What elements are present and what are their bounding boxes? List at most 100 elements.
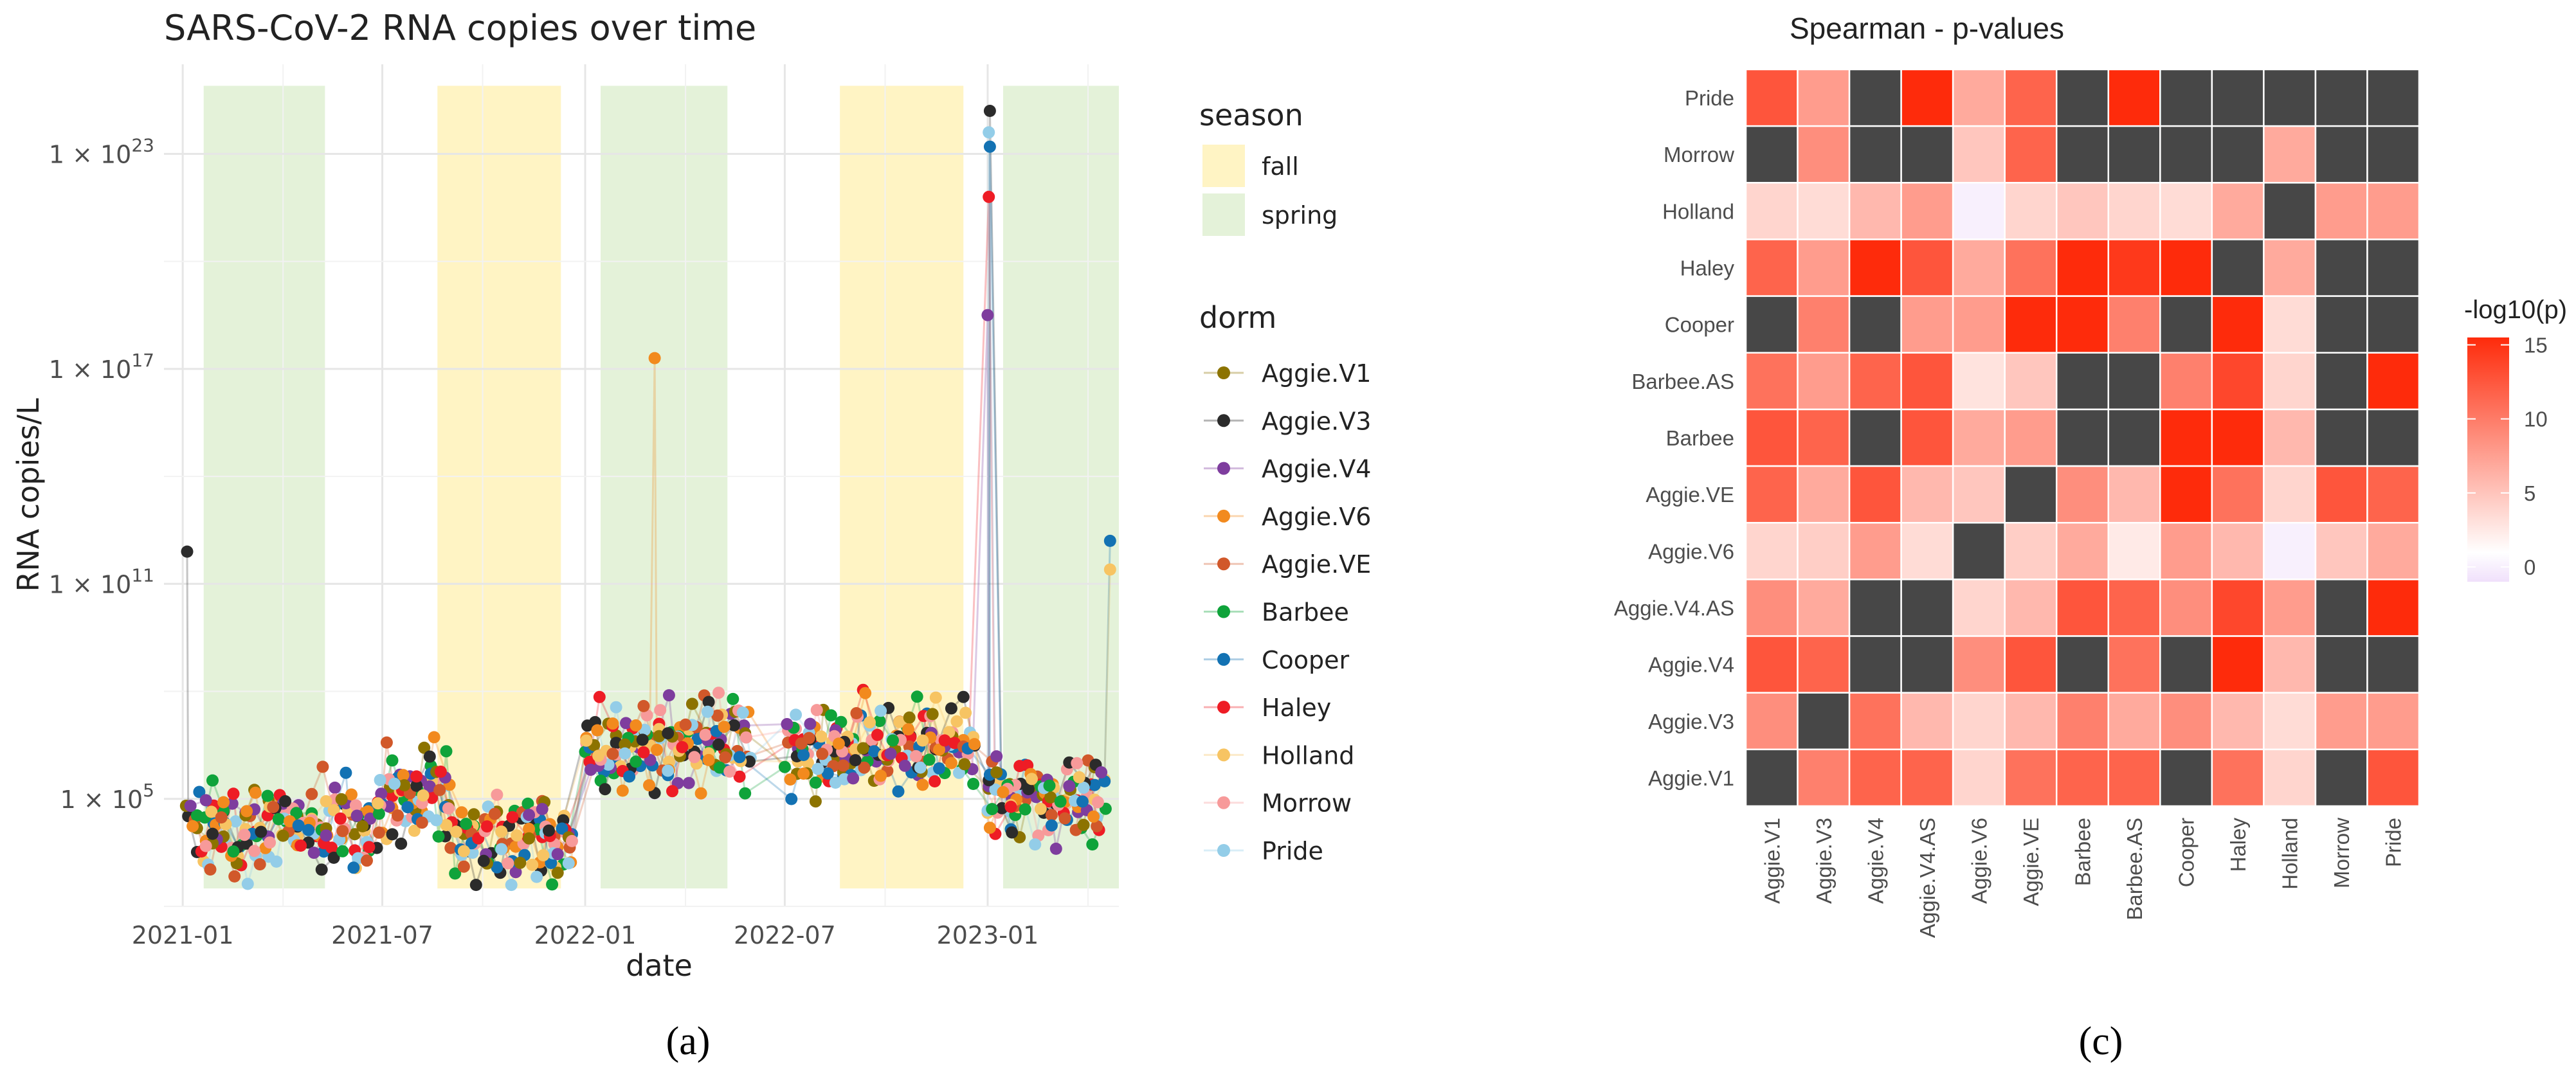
point-aggie-v4 — [329, 781, 341, 794]
point-pride — [875, 705, 887, 717]
heatmap-cell — [2055, 352, 2110, 411]
heatmap-cell — [2159, 238, 2213, 297]
heatmap-cell — [2004, 125, 2058, 184]
heatmap-cell — [2263, 125, 2317, 184]
point-barbee — [824, 709, 837, 722]
heatmap-cell — [2107, 692, 2161, 751]
heatmap-cell — [1952, 748, 2006, 807]
heatmap-cell — [2314, 68, 2368, 127]
row-label: Aggie.VE — [1646, 483, 1734, 507]
point-barbee — [1043, 779, 1056, 792]
heatmap-cell — [1848, 238, 1902, 297]
heatmap-cell — [2366, 125, 2420, 184]
heatmap-cell — [2107, 68, 2161, 127]
heatmap-cell — [2211, 295, 2265, 354]
point-aggie-v4 — [523, 809, 536, 822]
dorm-legend-title: dorm — [1199, 300, 1276, 335]
dorm-key-label: Aggie.V6 — [1262, 503, 1371, 531]
heatmap-cell — [1848, 408, 1902, 467]
heatmap-cell — [2211, 465, 2265, 524]
point-aggie-v4 — [199, 794, 212, 807]
heatmap-cell — [2211, 408, 2265, 467]
heatmap-cell — [2055, 579, 2110, 637]
heatmap-cell — [2159, 182, 2213, 240]
heatmap-cell — [1900, 465, 1954, 524]
heatmap-cell — [2004, 465, 2058, 524]
dorm-key-dot-cooper — [1217, 652, 1230, 666]
heatmap-cell — [2314, 408, 2368, 467]
point-aggie-v6 — [875, 769, 887, 782]
heatmap-cell — [1745, 521, 1799, 580]
point-aggie-v6 — [784, 773, 797, 786]
heatmap-cell — [2107, 125, 2161, 184]
point-morrow — [699, 728, 712, 741]
point-aggie-v3 — [255, 825, 268, 838]
point-aggie-ve — [372, 826, 385, 839]
point-aggie-v4 — [536, 803, 549, 816]
heatmap-cell — [2314, 352, 2368, 411]
point-aggie-v3 — [315, 863, 328, 876]
point-pride — [790, 708, 803, 721]
point-aggie-ve — [711, 709, 724, 722]
point-aggie-v3 — [702, 696, 715, 708]
column-label: Aggie.V3 — [1812, 818, 1836, 904]
heatmap-cell — [1848, 295, 1902, 354]
point-aggie-v1 — [349, 828, 361, 841]
point-pride — [812, 762, 824, 775]
heatmap-cell — [2314, 748, 2368, 807]
heatmap-cell — [2211, 521, 2265, 580]
heatmap-cell — [1745, 352, 1799, 411]
column-label: Barbee — [2071, 818, 2095, 886]
point-aggie-v3 — [728, 719, 740, 732]
point-morrow — [688, 751, 701, 764]
dorm-key-label: Aggie.V4 — [1262, 455, 1371, 483]
point-barbee — [372, 807, 385, 820]
heatmap-cell — [2314, 295, 2368, 354]
heatmap-cell — [1848, 68, 1902, 127]
point-cooper — [1103, 534, 1116, 547]
point-aggie-v3 — [983, 105, 996, 117]
dorm-key-label: Cooper — [1262, 646, 1350, 674]
dorm-key-dot-holland — [1217, 748, 1230, 762]
column-label: Aggie.V4 — [1864, 818, 1887, 904]
point-barbee — [923, 753, 936, 766]
point-morrow — [442, 802, 455, 815]
point-aggie-v6 — [945, 757, 957, 769]
point-haley — [929, 775, 941, 787]
dorm-key-label: Haley — [1262, 694, 1331, 722]
heatmap-cell — [1900, 748, 1954, 807]
heatmap-cell — [1745, 635, 1799, 694]
heatmap-cell — [1797, 465, 1851, 524]
dorm-key-dot-haley — [1217, 701, 1230, 714]
y-tick-exponent: 17 — [131, 350, 154, 371]
heatmap-cell — [2366, 521, 2420, 580]
point-aggie-v1 — [958, 758, 971, 771]
point-barbee — [546, 878, 559, 891]
point-barbee — [522, 797, 534, 810]
season-legend-title: season — [1199, 98, 1303, 132]
point-aggie-v6 — [718, 721, 730, 733]
point-aggie-v3 — [581, 719, 594, 732]
heatmap-cell — [2366, 68, 2420, 127]
point-aggie-v4 — [804, 717, 817, 730]
heatmap-cell — [2055, 635, 2110, 694]
point-barbee — [630, 755, 642, 768]
point-aggie-v6 — [397, 769, 410, 782]
heatmap-cell — [2263, 692, 2317, 751]
column-label: Aggie.VE — [2019, 818, 2043, 906]
heatmap-cell — [1848, 635, 1902, 694]
point-holland — [815, 730, 828, 743]
point-pride — [701, 705, 714, 718]
heatmap-cell — [2159, 465, 2213, 524]
point-cooper — [292, 819, 305, 832]
point-aggie-v4 — [981, 309, 994, 321]
heatmap-cell — [2004, 692, 2058, 751]
point-pride — [829, 777, 842, 789]
y-tick-label: 1 × 1011 — [49, 564, 154, 598]
point-cooper — [1076, 795, 1089, 808]
dorm-legend-keys: Aggie.V1 Aggie.V3 Aggie.V4 Aggie.V6 Aggie.VE… — [1204, 359, 1371, 865]
point-morrow — [199, 840, 212, 852]
heatmap-cell — [2159, 352, 2213, 411]
heatmap-cell — [2366, 579, 2420, 637]
point-aggie-v1 — [1077, 818, 1090, 831]
